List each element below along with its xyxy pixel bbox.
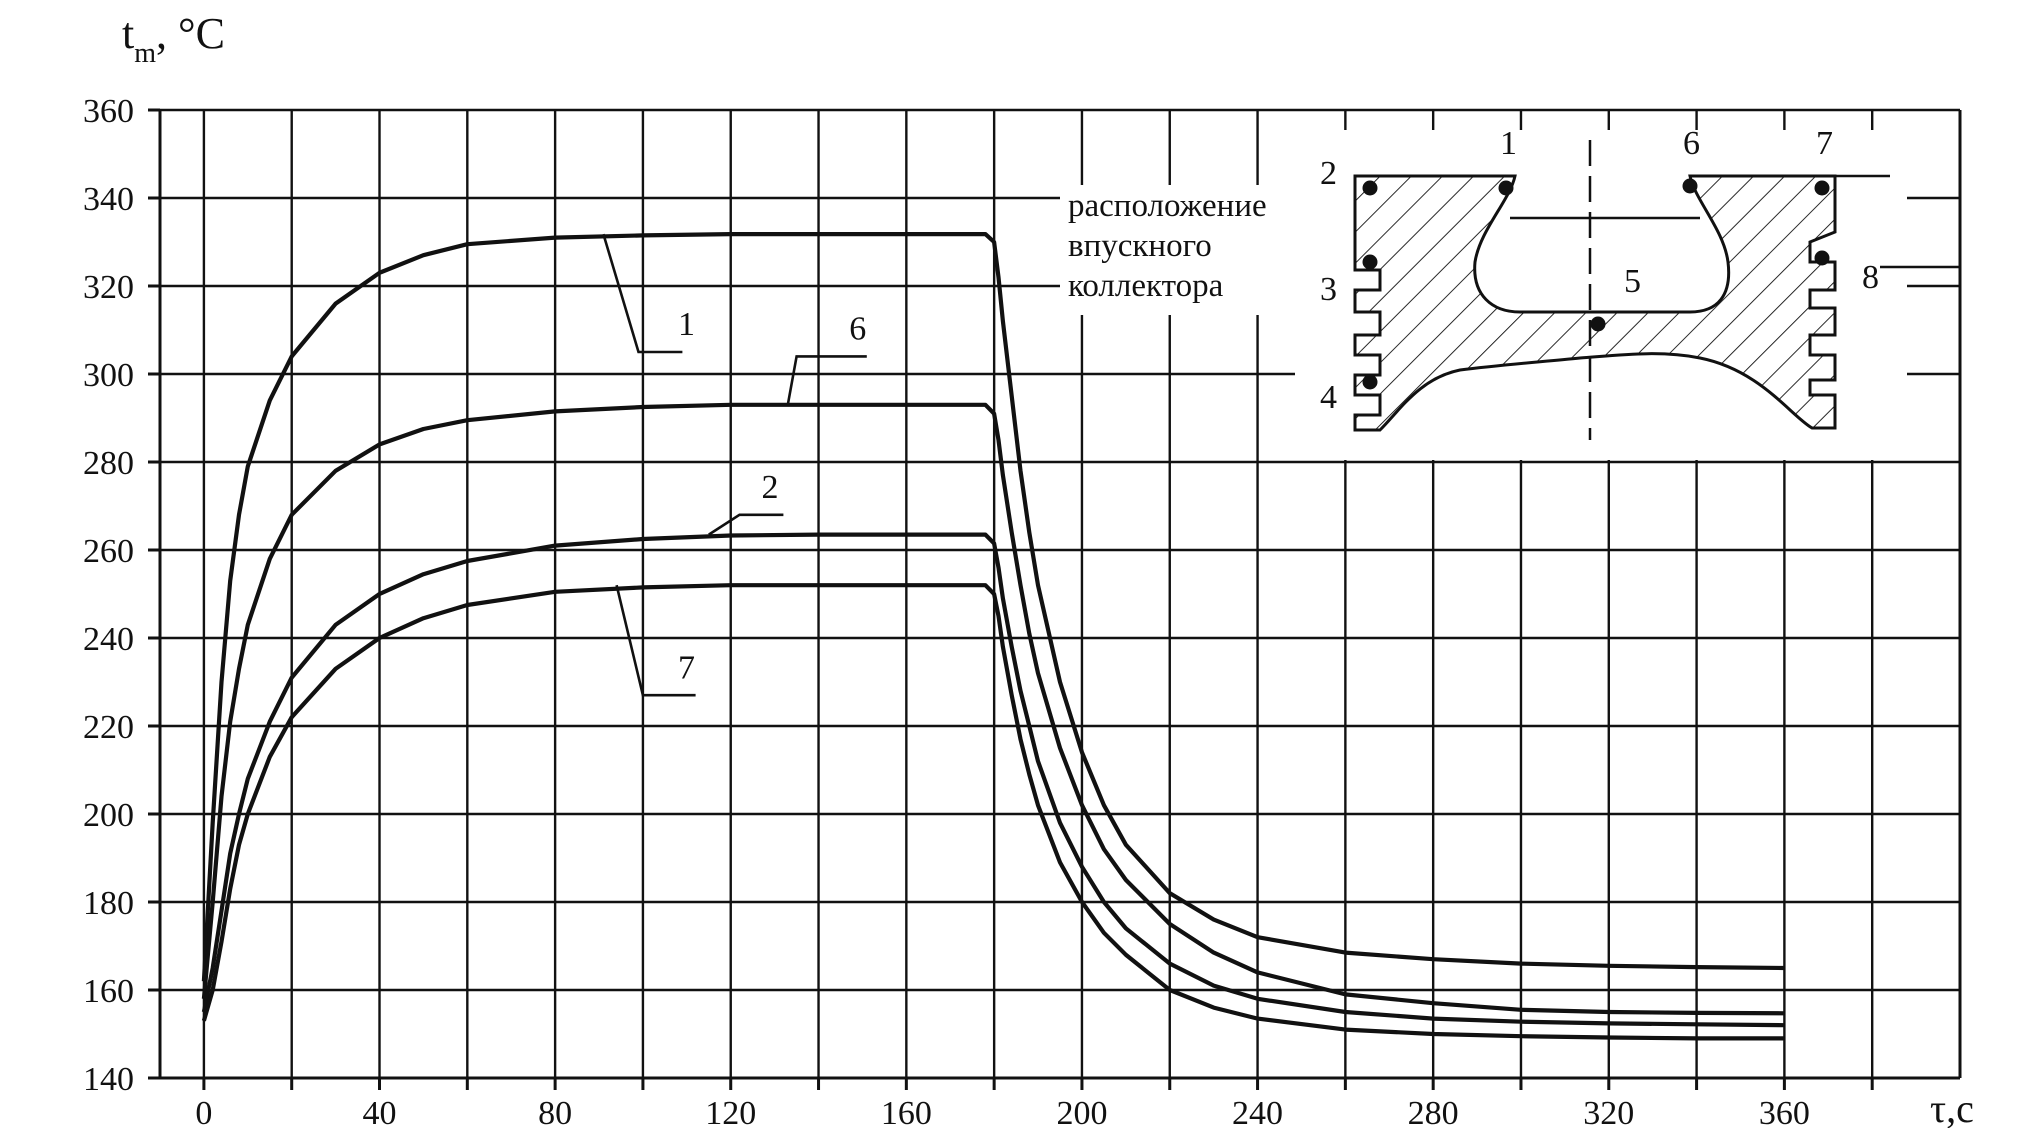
piston-inset-diagram: 1 2 3 4 5 6 7 8 [1295,125,1960,460]
y-tick-label-200: 200 [83,797,134,834]
measure-point-8-marker [1814,250,1830,266]
y-axis-title-unit: , °C [156,9,225,58]
inset-label-8: 8 [1862,259,1879,296]
series-label-2: 2 [761,469,778,506]
x-tick-label-320: 320 [1583,1095,1634,1128]
inset-label-4: 4 [1320,379,1337,416]
inset-caption-line-2: впускного [1068,228,1212,264]
x-tick-label-160: 160 [881,1095,932,1128]
y-tick-label-260: 260 [83,533,134,570]
inset-caption: расположение впускного коллектора [1060,185,1298,315]
series-label-6: 6 [849,311,866,348]
x-axis-title: τ,c [1930,1086,1974,1128]
series-line-7 [201,583,1785,1041]
inset-label-6: 6 [1683,125,1700,162]
y-tick-label-180: 180 [83,885,134,922]
x-tick-label-200: 200 [1056,1095,1107,1128]
inset-label-3: 3 [1320,271,1337,308]
inset-label-5: 5 [1624,263,1641,300]
x-tick-label-80: 80 [538,1095,572,1128]
leader-line-series-1 [602,233,683,354]
y-tick-label-160: 160 [83,973,134,1010]
measure-point-3-marker [1362,254,1378,270]
y-tick-label-140: 140 [83,1061,134,1098]
series-line-1 [201,232,1785,982]
inset-label-1: 1 [1500,125,1517,162]
series-line-6 [201,402,1785,1016]
series-line-2 [201,532,1785,1028]
y-tick-label-240: 240 [83,621,134,658]
x-tick-label-120: 120 [705,1095,756,1128]
x-tick-label-360: 360 [1759,1095,1810,1128]
series-label-7: 7 [678,649,695,686]
leader-line-series-6 [786,355,867,406]
data-series [201,232,1785,1041]
y-tick-label-360: 360 [83,93,134,130]
y-tick-label-300: 300 [83,357,134,394]
inset-caption-background [1060,185,1298,315]
y-tick-label-320: 320 [83,269,134,306]
measure-point-2-marker [1362,180,1378,196]
measure-point-1-marker [1498,180,1514,196]
leader-line-series-2 [708,513,784,536]
inset-label-2: 2 [1320,155,1337,192]
piston-body-section [1353,174,1837,432]
inset-caption-line-3: коллектора [1068,268,1224,304]
y-tick-label-340: 340 [83,181,134,218]
inset-label-7: 7 [1816,125,1833,162]
x-tick-label-40: 40 [363,1095,397,1128]
leader-line-series-7 [615,584,696,697]
x-tick-label-240: 240 [1232,1095,1283,1128]
x-tick-label-0: 0 [195,1095,212,1128]
series-leaders: 1 627 [602,233,867,697]
measure-point-6-marker [1682,178,1698,194]
y-axis-title-subscript: m [134,38,156,69]
series-label-1: 1 [678,306,695,343]
y-axis-title: tm, °C [122,9,225,69]
inset-caption-line-1: расположение [1068,188,1267,224]
measure-point-5-marker [1590,316,1606,332]
x-tick-label-280: 280 [1408,1095,1459,1128]
y-tick-label-220: 220 [83,709,134,746]
y-tick-label-280: 280 [83,445,134,482]
measure-point-7-marker [1814,180,1830,196]
y-axis-title-main: t [122,9,134,58]
measure-point-4-marker [1362,374,1378,390]
